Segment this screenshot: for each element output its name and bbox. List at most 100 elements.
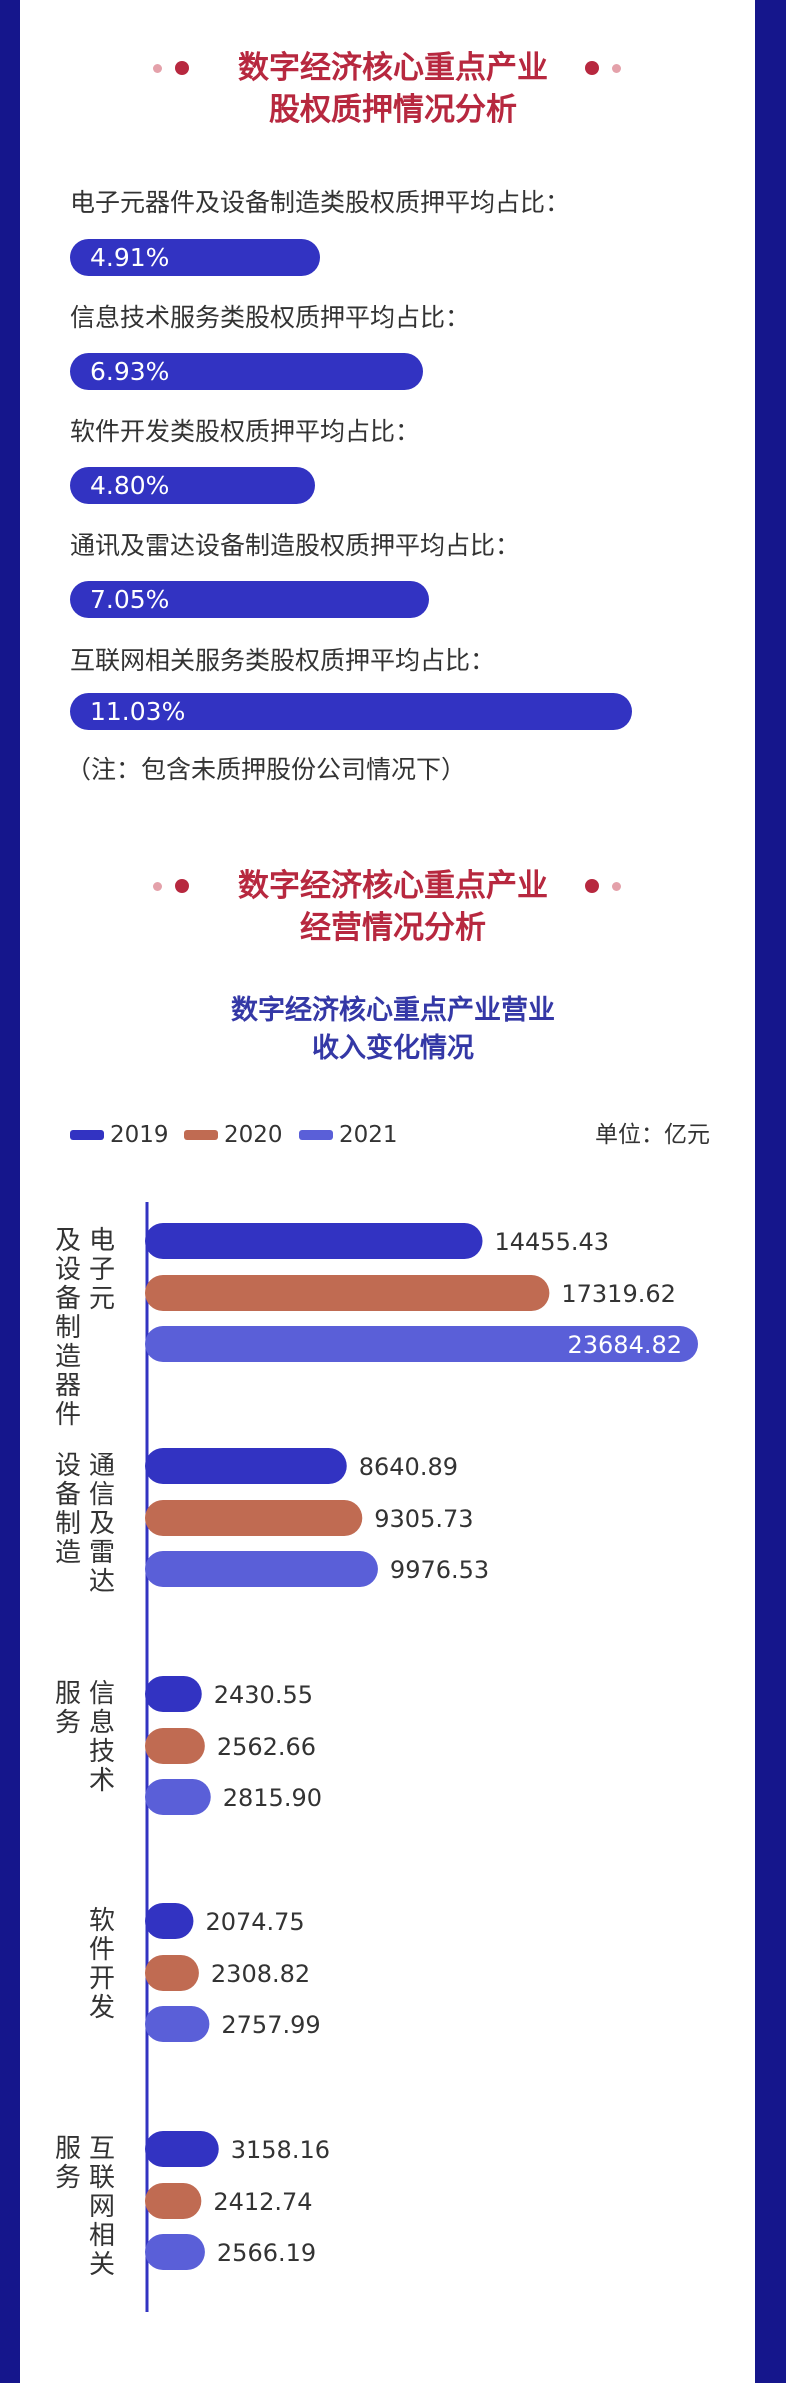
category-label-char: 通: [89, 1451, 115, 1481]
pledge-label-internet: 互联网相关服务类股权质押平均占比：: [70, 646, 496, 675]
category-label-char: 信: [89, 1480, 115, 1510]
value-label-2019-cat4: 3158.16: [231, 2136, 330, 2164]
bar-2019-cat2: [145, 1676, 202, 1712]
operation-title-line2: 经营情况分析: [300, 910, 486, 946]
pledge-bar-it-services: 6.93%: [70, 353, 423, 390]
category-label-char: 备: [55, 1284, 81, 1314]
category-label-char: 关: [89, 2250, 115, 2280]
legend-swatch-2021: [299, 1130, 333, 1140]
value-label-2021-cat3: 2757.99: [221, 2011, 320, 2039]
value-label-2020-cat4: 2412.74: [213, 2188, 312, 2216]
decor-dot: [585, 879, 599, 893]
bar-2020-cat2: [145, 1728, 205, 1764]
category-label-char: 务: [55, 2163, 81, 2193]
category-label-char: 制: [55, 1313, 81, 1343]
pledge-value-software: 4.80%: [90, 471, 170, 500]
category-label-char: 制: [55, 1509, 81, 1539]
category-label-char: 网: [89, 2192, 115, 2222]
bar-2019-cat3: [145, 1903, 194, 1939]
category-label-char: 软: [89, 1906, 115, 1936]
pledge-label-it-services: 信息技术服务类股权质押平均占比：: [70, 303, 471, 332]
pledge-label-software: 软件开发类股权质押平均占比：: [70, 417, 421, 446]
value-label-2019-cat2: 2430.55: [214, 1681, 313, 1709]
pledge-bar-electronics: 4.91%: [70, 239, 320, 276]
category-label-char: 件: [89, 1935, 115, 1965]
category-label-char: 造: [55, 1538, 81, 1568]
category-label-char: 及: [55, 1226, 81, 1256]
value-label-2020-cat1: 9305.73: [374, 1505, 473, 1533]
category-label-char: 器: [55, 1371, 81, 1401]
value-label-2019-cat1: 8640.89: [359, 1453, 458, 1481]
category-label-char: 雷: [89, 1538, 115, 1568]
category-label-char: 互: [89, 2134, 115, 2164]
decor-dot: [175, 61, 189, 75]
legend-label-2021: 2021: [339, 1122, 398, 1148]
pledge-label-electronics: 电子元器件及设备制造类股权质押平均占比：: [70, 188, 571, 217]
operation-title-line1: 数字经济核心重点产业: [238, 868, 548, 904]
pledge-bar-telecom: 7.05%: [70, 581, 429, 618]
value-label-2020-cat2: 2562.66: [217, 1733, 316, 1761]
pledge-value-electronics: 4.91%: [90, 243, 170, 272]
category-label-char: 技: [89, 1737, 115, 1767]
category-label-char: 备: [55, 1480, 81, 1510]
category-label-char: 电: [89, 1226, 115, 1256]
category-label-char: 发: [89, 1993, 115, 2023]
chart-unit: 单位：亿元: [595, 1122, 710, 1148]
category-label-char: 服: [55, 2134, 81, 2164]
legend-swatch-2019: [70, 1130, 104, 1140]
pledge-title-line2: 股权质押情况分析: [269, 92, 517, 128]
value-label-2020-cat0: 17319.62: [561, 1280, 676, 1308]
value-label-2021-cat0: 23684.82: [567, 1331, 682, 1359]
pledge-bar-software: 4.80%: [70, 467, 315, 504]
category-label-char: 子: [89, 1255, 115, 1285]
category-label-char: 元: [89, 1284, 115, 1314]
bar-2021-cat4: [145, 2234, 205, 2270]
left-border: [0, 0, 20, 2383]
value-label-2020-cat3: 2308.82: [211, 1960, 310, 1988]
bar-2021-cat0: [145, 1326, 698, 1362]
value-label-2021-cat1: 9976.53: [390, 1556, 489, 1584]
pledge-value-telecom: 7.05%: [90, 585, 170, 614]
category-label-char: 设: [55, 1255, 81, 1285]
right-border: [755, 0, 786, 2383]
pledge-label-telecom: 通讯及雷达设备制造股权质押平均占比：: [70, 531, 521, 560]
value-label-2021-cat2: 2815.90: [223, 1784, 322, 1812]
category-label-char: 相: [89, 2221, 115, 2251]
value-label-2019-cat0: 14455.43: [495, 1228, 610, 1256]
category-label-char: 及: [89, 1509, 115, 1539]
pledge-value-it-services: 6.93%: [90, 357, 170, 386]
pledge-value-internet: 11.03%: [90, 697, 186, 726]
bar-2021-cat1: [145, 1551, 378, 1587]
bar-2019-cat1: [145, 1448, 347, 1484]
category-label-char: 务: [55, 1708, 81, 1738]
chart-title-line2: 收入变化情况: [312, 1033, 474, 1064]
bar-2020-cat4: [145, 2183, 202, 2219]
value-label-2019-cat3: 2074.75: [205, 1908, 304, 1936]
category-label-char: 设: [55, 1451, 81, 1481]
decor-dot: [612, 64, 621, 73]
category-label-char: 联: [89, 2163, 115, 2193]
decor-dot: [153, 882, 162, 891]
legend-swatch-2020: [184, 1130, 218, 1140]
category-label-char: 术: [89, 1766, 115, 1796]
category-label-char: 达: [89, 1567, 115, 1597]
bar-2020-cat3: [145, 1955, 199, 1991]
category-label-char: 件: [55, 1400, 81, 1430]
pledge-note: （注：包含未质押股份公司情况下）: [66, 755, 467, 784]
decor-dot: [175, 879, 189, 893]
category-label-char: 息: [89, 1708, 115, 1738]
bar-2021-cat3: [145, 2006, 210, 2042]
category-label-char: 造: [55, 1342, 81, 1372]
category-label-char: 服: [55, 1679, 81, 1709]
bar-2019-cat0: [145, 1223, 483, 1259]
bar-2019-cat4: [145, 2131, 219, 2167]
bar-2020-cat0: [145, 1275, 550, 1311]
bar-2021-cat2: [145, 1779, 211, 1815]
pledge-title-line1: 数字经济核心重点产业: [238, 50, 548, 86]
category-label-char: 信: [89, 1679, 115, 1709]
bar-2020-cat1: [145, 1500, 363, 1536]
category-label-char: 开: [89, 1964, 115, 1994]
decor-dot: [612, 882, 621, 891]
